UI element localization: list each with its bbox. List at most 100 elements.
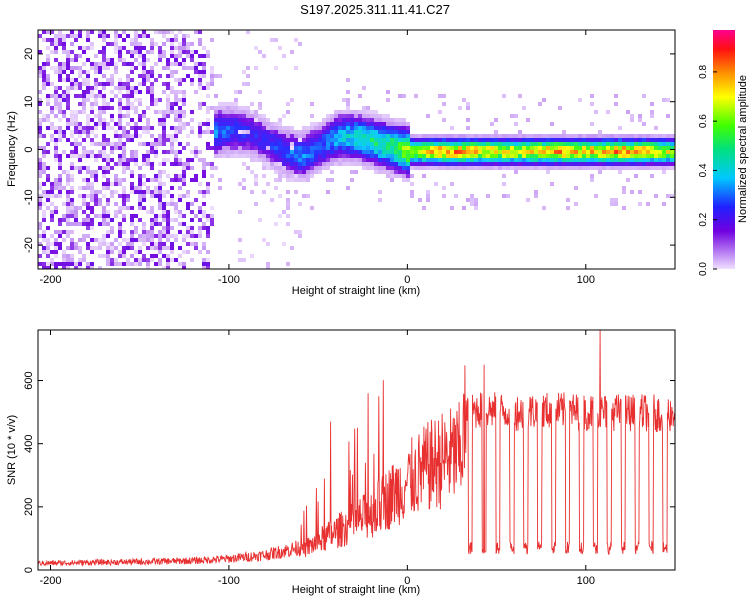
spectrogram-cell	[150, 162, 154, 166]
spectrogram-cell	[230, 146, 234, 150]
spectrogram-cell	[182, 222, 186, 226]
spectrogram-cell	[114, 42, 118, 46]
spectrogram-cell	[310, 150, 314, 154]
spectrogram-cell	[262, 166, 266, 170]
spectrogram-cell	[90, 154, 94, 158]
spectrogram-cell	[162, 194, 166, 198]
spectrogram-cell	[246, 130, 250, 134]
spectrogram-cell	[70, 214, 74, 218]
spectrogram-cell	[310, 154, 314, 158]
spectrogram-cell	[346, 138, 350, 142]
spectrogram-cell	[174, 234, 178, 238]
spectrogram-cell	[422, 158, 426, 162]
spectrogram-cell	[158, 54, 162, 58]
spectrogram-cell	[286, 150, 290, 154]
spectrogram-cell	[554, 142, 558, 146]
spectrogram-cell	[46, 150, 50, 154]
spectrogram-cell	[206, 106, 210, 110]
spectrogram-cell	[238, 150, 242, 154]
spectrogram-cell	[42, 118, 46, 122]
spectrogram-cell	[326, 138, 330, 142]
spectrogram-cell	[210, 70, 214, 74]
spectrogram-cell	[106, 182, 110, 186]
spectrogram-cell	[398, 170, 402, 174]
spectrogram-cell	[302, 126, 306, 130]
spectrogram-cell	[378, 118, 382, 122]
spectrogram-cell	[50, 202, 54, 206]
spectrogram-cell	[666, 134, 670, 138]
spectrogram-cell	[58, 66, 62, 70]
spectrogram-cell	[418, 158, 422, 162]
spectrogram-cell	[166, 258, 170, 262]
spectrogram-cell	[210, 218, 214, 222]
spectrogram-cell	[202, 62, 206, 66]
spectrogram-cell	[38, 98, 42, 102]
spectrogram-cell	[114, 162, 118, 166]
spectrogram-cell	[150, 46, 154, 50]
spectrogram-cell	[78, 246, 82, 250]
spectrogram-cell	[566, 166, 570, 170]
spectrogram-cell	[282, 54, 286, 58]
spectrogram-cell	[74, 150, 78, 154]
spectrogram-cell	[622, 206, 626, 210]
spectrogram-cell	[458, 138, 462, 142]
spectrogram-cell	[330, 158, 334, 162]
spectrogram-cell	[38, 262, 42, 266]
spectrogram-cell	[114, 262, 118, 266]
spectrogram-cell	[554, 154, 558, 158]
spectrogram-cell	[38, 74, 42, 78]
spectrogram-cell	[206, 250, 210, 254]
spectrogram-cell	[398, 130, 402, 134]
spectrogram-cell	[142, 78, 146, 82]
spectrogram-cell	[318, 146, 322, 150]
spectrogram-cell	[226, 146, 230, 150]
spectrogram-cell	[594, 150, 598, 154]
spectrogram-cell	[138, 118, 142, 122]
spectrogram-cell	[582, 146, 586, 150]
spectrogram-cell	[274, 66, 278, 70]
spectrogram-cell	[570, 162, 574, 166]
spectrogram-cell	[118, 226, 122, 230]
spectrogram-cell	[82, 102, 86, 106]
spectrogram-cell	[250, 114, 254, 118]
spectrogram-cell	[486, 154, 490, 158]
spectrogram-cell	[154, 154, 158, 158]
spectrogram-x-label: Height of straight line (km)	[292, 285, 420, 297]
spectrogram-cell	[498, 158, 502, 162]
spectrogram-cell	[166, 134, 170, 138]
spectrogram-cell	[54, 46, 58, 50]
spectrogram-cell	[38, 234, 42, 238]
spectrogram-cell	[254, 150, 258, 154]
spectrogram-cell	[314, 158, 318, 162]
spectrogram-cell	[670, 138, 674, 142]
spectrogram-cell	[142, 126, 146, 130]
spectrogram-cell	[406, 150, 410, 154]
spectrogram-cell	[182, 238, 186, 242]
spectrogram-cell	[66, 98, 70, 102]
spectrogram-cell	[654, 134, 658, 138]
spectrogram-cell	[50, 258, 54, 262]
spectrogram-cell	[254, 154, 258, 158]
spectrogram-cell	[450, 158, 454, 162]
spectrogram-cell	[414, 138, 418, 142]
spectrogram-cell	[278, 194, 282, 198]
spectrogram-cell	[110, 114, 114, 118]
spectrogram-cell	[130, 234, 134, 238]
spectrogram-cell	[618, 166, 622, 170]
spectrogram-cell	[274, 166, 278, 170]
spectrogram-cell	[334, 154, 338, 158]
spectrogram-x-ticks: -200 -100 0 100	[39, 30, 595, 286]
spectrogram-cell	[254, 118, 258, 122]
spectrogram-cell	[114, 182, 118, 186]
spectrogram-cell	[226, 154, 230, 158]
spectrogram-cell	[38, 50, 42, 54]
spectrogram-cell	[434, 138, 438, 142]
spectrogram-cell	[658, 166, 662, 170]
spectrogram-cell	[438, 150, 442, 154]
spectrogram-cell	[410, 150, 414, 154]
spectrogram-cell	[238, 130, 242, 134]
spectrogram-cell	[386, 158, 390, 162]
spectrogram-cell	[594, 134, 598, 138]
spectrogram-cell	[574, 202, 578, 206]
spectrogram-cell	[170, 234, 174, 238]
